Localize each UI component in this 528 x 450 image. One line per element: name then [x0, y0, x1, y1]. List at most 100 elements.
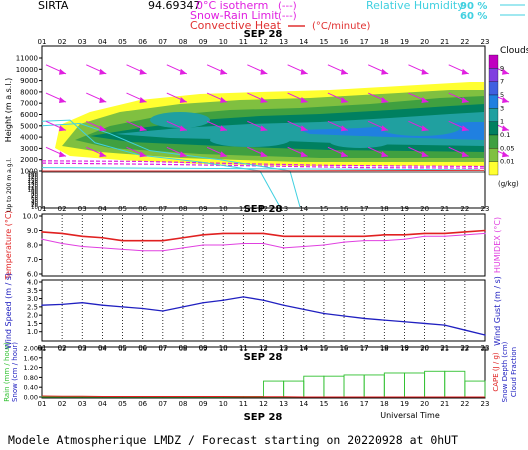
cloud-patch	[150, 112, 210, 128]
ytick-label-agl: 100	[28, 188, 39, 194]
hour-label-top: 07	[158, 38, 167, 46]
hour-label-temp-top: 10	[219, 205, 228, 213]
ytick-label-agl: 80	[31, 192, 38, 198]
point-wind-speed	[101, 304, 104, 307]
date-label-precip: SEP 28	[244, 352, 283, 363]
point-temperature	[464, 231, 466, 233]
bar-rain	[444, 370, 466, 398]
cloud-patch	[210, 133, 290, 147]
hour-label-top: 22	[460, 38, 469, 46]
xlabel-universal-time: Universal Time	[380, 411, 440, 420]
ytick-label-temp: 9.0	[27, 227, 38, 235]
colorbar-swatch	[488, 161, 499, 176]
hour-label-top: 11	[239, 38, 248, 46]
point-temperature	[403, 234, 406, 236]
humidity-contour-low	[41, 167, 481, 171]
point-wind-speed	[141, 307, 144, 310]
hour-label-temp-top: 07	[158, 205, 167, 213]
point-temperature	[242, 232, 245, 235]
point-humidex	[222, 244, 225, 246]
hour-label-precip-top: 15	[319, 344, 328, 352]
point-temperature	[141, 239, 144, 242]
wind-arrow-head	[461, 68, 469, 75]
point-humidex	[383, 239, 386, 242]
hour-label-wind-bottom: 10	[219, 345, 227, 353]
hour-label-wind-bottom: 12	[259, 345, 267, 353]
bar-rain	[424, 370, 446, 398]
point-wind-speed	[41, 304, 43, 307]
date-label-bottom: SEP 28	[244, 412, 283, 423]
series-lines	[41, 229, 486, 398]
point-wind-speed	[363, 317, 365, 320]
bar-rain	[303, 375, 325, 398]
ytick-label-wind: 2.0	[27, 312, 38, 320]
point-wind-speed	[484, 334, 486, 336]
hour-label-bottom: 04	[98, 400, 107, 408]
wind-arrow-head	[179, 97, 187, 104]
wind-arrow-head	[220, 151, 228, 158]
point-wind-speed	[403, 320, 406, 323]
point-wind-speed	[343, 315, 345, 317]
hour-label-top: 01	[38, 38, 47, 46]
point-wind-speed	[202, 301, 204, 304]
hour-label-wind-bottom: 22	[461, 345, 469, 353]
point-temperature	[484, 229, 486, 232]
point-humidex	[464, 234, 466, 236]
hour-label-bottom: 19	[400, 400, 409, 408]
precip-panel-frame	[41, 346, 486, 399]
colorbar-swatch	[488, 134, 499, 149]
hour-label-bottom: 05	[118, 400, 127, 408]
hour-label-bottom: 08	[178, 400, 187, 408]
colorbar-swatch	[488, 121, 499, 136]
wind-arrow-head	[502, 125, 509, 132]
hour-label-top: 10	[219, 38, 228, 46]
isotherm-key: (---)	[278, 1, 297, 12]
hour-label-wind-bottom: 09	[199, 345, 207, 353]
point-humidex	[262, 242, 265, 245]
station-name: SIRTA	[38, 0, 69, 12]
wind-arrow-head	[220, 97, 228, 104]
point-wind-speed	[121, 306, 124, 308]
colorbar-unit: (g/kg)	[498, 180, 519, 188]
point-humidex	[61, 242, 63, 245]
isotherm-line	[41, 160, 485, 168]
hour-label-precip-top: 17	[360, 344, 369, 352]
isotherm-label: 0°C isotherm	[196, 0, 268, 12]
wind-arrows	[45, 64, 510, 158]
point-humidex	[363, 239, 365, 242]
hour-label-wind-bottom: 14	[300, 345, 308, 353]
hour-label-bottom: 12	[259, 400, 268, 408]
hour-label-top: 04	[98, 38, 107, 46]
wind-arrow-head	[220, 68, 228, 75]
hour-label-precip-top: 04	[98, 344, 107, 352]
ytick-label-agl: 140	[28, 180, 39, 186]
colorbar-tick-label: 9	[500, 64, 504, 72]
point-temperature	[101, 236, 104, 239]
hour-label-precip-top: 14	[299, 344, 308, 352]
hour-label-precip-top: 18	[380, 344, 389, 352]
point-wind-speed	[323, 312, 325, 315]
ytick-label-agl: 90	[31, 190, 38, 196]
wind-arrow-head	[300, 68, 308, 75]
wind-arrow-head	[59, 151, 66, 158]
ytick-label-temp: 10.0	[22, 213, 38, 221]
wind-arrow-head	[421, 97, 429, 104]
hour-label-temp-top: 04	[98, 205, 107, 213]
cloud-layers	[41, 82, 485, 208]
ytick-label-wind: 3.0	[27, 295, 38, 303]
humidity-level-90: 90 %	[460, 1, 487, 12]
point-wind-speed	[222, 299, 225, 302]
hour-label-bottom: 07	[158, 400, 167, 408]
point-wind-speed	[81, 301, 84, 304]
ytick-label-precip: 0.40	[24, 384, 38, 392]
bar-rain	[404, 372, 426, 398]
ytick-label-agl: 70	[31, 194, 38, 200]
cloud-ylabel2: Up to 200 m a.g.l.	[6, 158, 13, 212]
hour-label-wind-bottom: 02	[58, 345, 66, 353]
ytick-label-temp: 7.0	[27, 256, 38, 264]
hour-label-temp-top: 21	[440, 205, 449, 213]
convective-heat-key: (°C/minute)	[312, 21, 371, 32]
hour-label-top: 12	[259, 38, 268, 46]
hour-label-temp-top: 12	[259, 205, 268, 213]
footer-caption: Modele Atmospherique LMDZ / Forecast sta…	[8, 433, 458, 447]
